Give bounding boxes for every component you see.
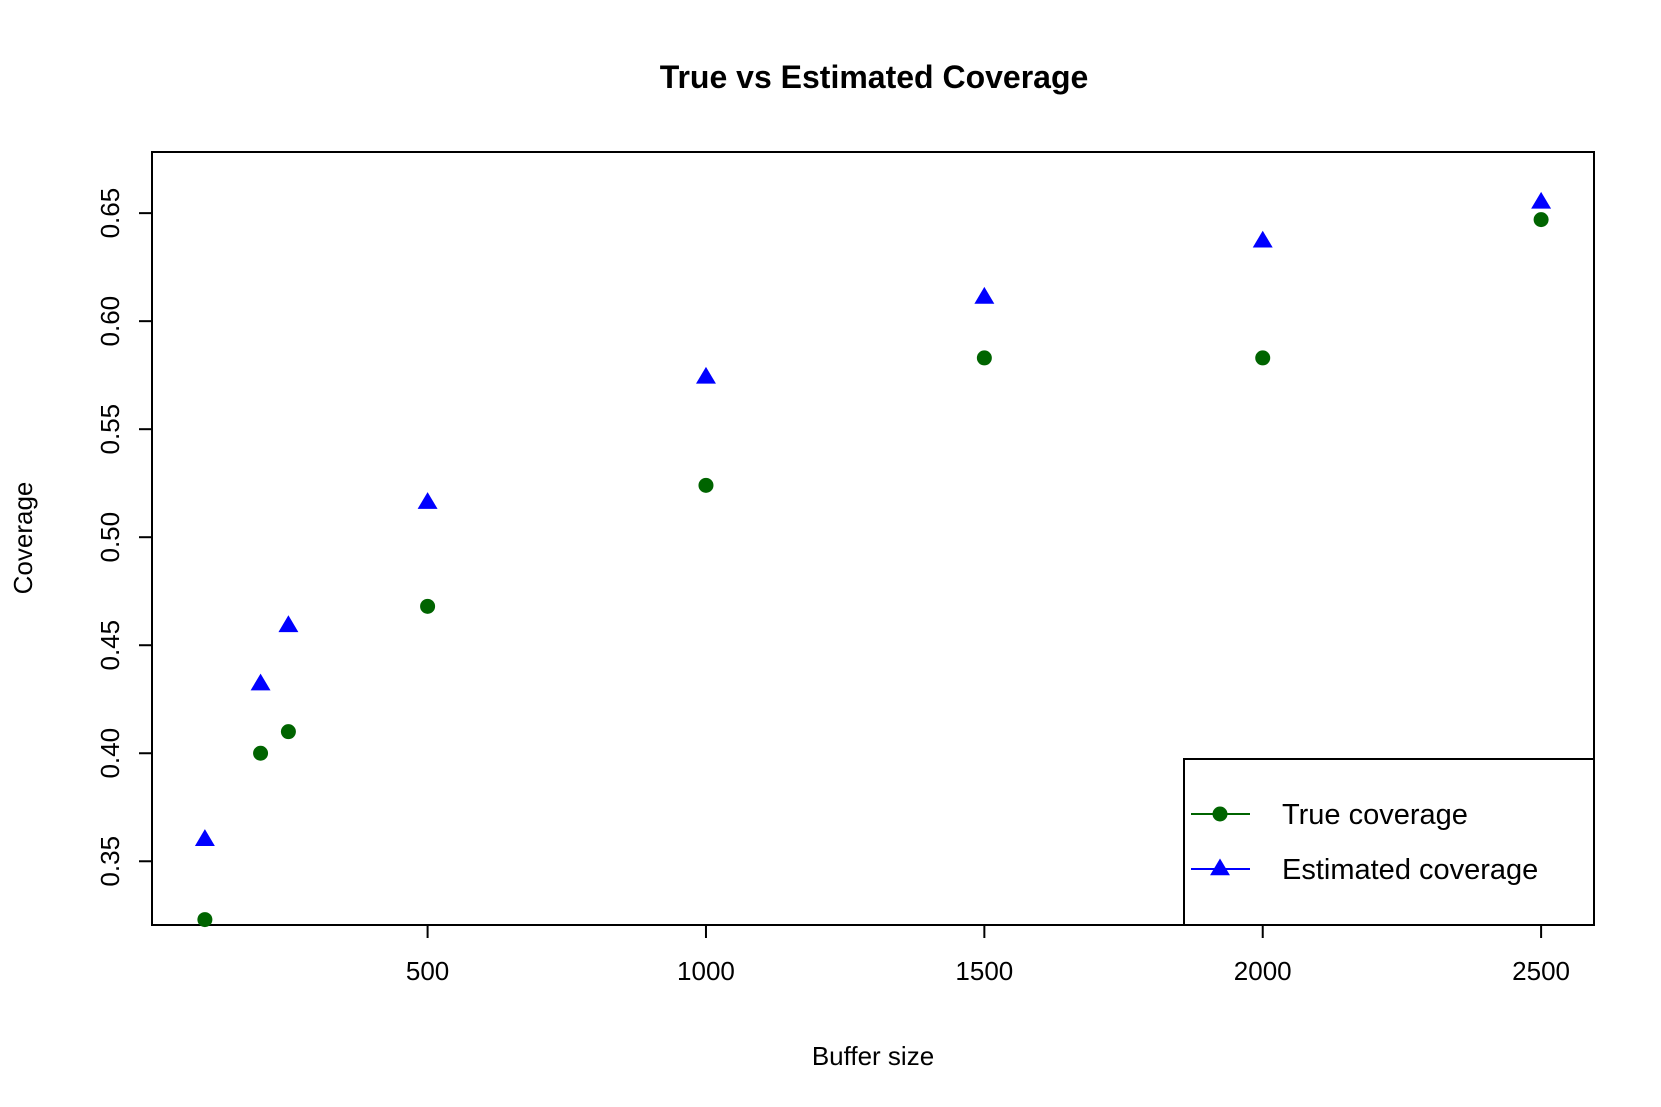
true-coverage-point	[280, 724, 296, 740]
y-tick-label: 0.65	[95, 188, 125, 239]
chart-title: True vs Estimated Coverage	[660, 59, 1089, 95]
true-coverage-point	[976, 350, 992, 366]
x-tick-label: 500	[406, 956, 449, 986]
estimated-coverage-point	[194, 829, 215, 846]
true-coverage-point	[1533, 212, 1549, 228]
legend-items: True coverage Estimated coverage	[1191, 799, 1538, 886]
y-tick-label: 0.40	[95, 728, 125, 779]
series-true-coverage	[197, 212, 1549, 928]
y-axis-label: Coverage	[8, 482, 38, 595]
y-tick-label: 0.45	[95, 620, 125, 671]
x-tick-label: 1000	[677, 956, 735, 986]
legend-label: True coverage	[1282, 799, 1468, 831]
data-points	[194, 191, 1552, 928]
x-axis-label: Buffer size	[812, 1041, 934, 1071]
x-axis: 500 1000 1500 2000 2500	[406, 925, 1570, 986]
x-tick-label: 2000	[1234, 956, 1292, 986]
y-axis: 0.35 0.40 0.45 0.50 0.55 0.60 0.65	[95, 188, 152, 887]
y-tick-label: 0.60	[95, 296, 125, 347]
legend-circle-marker	[1212, 806, 1228, 822]
plot-frame	[151, 151, 1595, 926]
estimated-coverage-point	[1252, 230, 1273, 248]
legend-label: Estimated coverage	[1282, 854, 1538, 886]
estimated-coverage-point	[250, 673, 271, 691]
x-tick-label: 2500	[1512, 956, 1570, 986]
legend-item: Estimated coverage	[1191, 854, 1538, 886]
legend-triangle-marker	[1210, 858, 1230, 876]
series-estimated-coverage	[194, 191, 1552, 846]
y-tick-label: 0.55	[95, 404, 125, 455]
y-tick-label: 0.50	[95, 512, 125, 563]
estimated-coverage-point	[1531, 191, 1552, 209]
estimated-coverage-point	[974, 286, 995, 304]
estimated-coverage-point	[417, 492, 438, 509]
true-coverage-point	[1255, 350, 1271, 366]
true-coverage-point	[698, 477, 714, 493]
estimated-coverage-point	[278, 615, 299, 633]
x-tick-label: 1500	[955, 956, 1013, 986]
true-coverage-point	[420, 598, 436, 614]
true-coverage-point	[197, 912, 213, 928]
legend-box	[1183, 758, 1595, 926]
estimated-coverage-point	[695, 366, 716, 384]
legend: True coverage Estimated coverage	[1183, 758, 1595, 926]
true-coverage-point	[253, 745, 269, 761]
y-tick-label: 0.35	[95, 836, 125, 887]
legend-item: True coverage	[1191, 799, 1468, 831]
